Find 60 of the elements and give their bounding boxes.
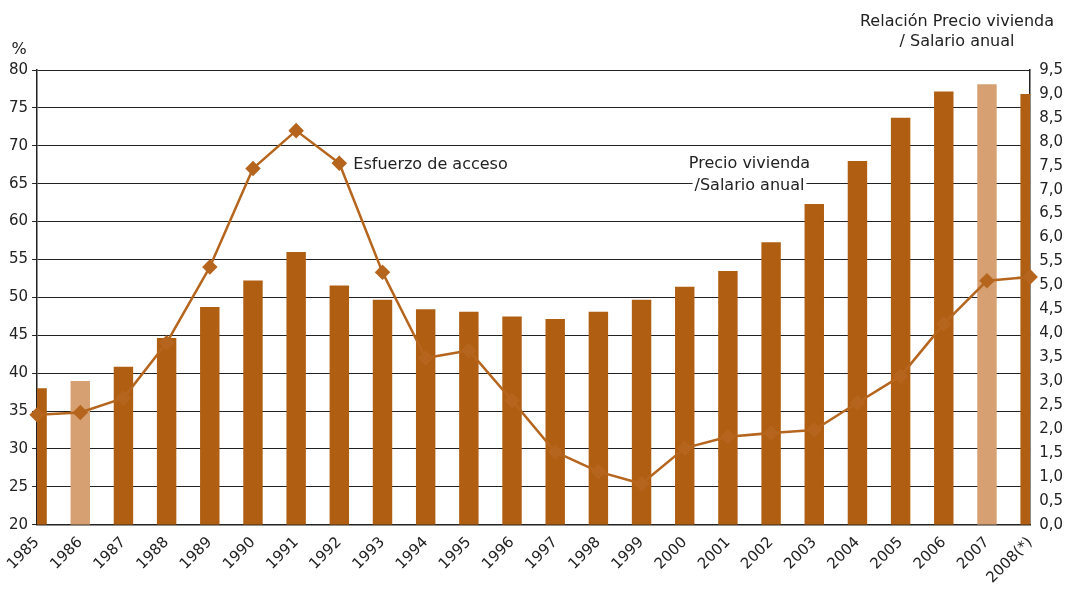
y-tick-label: 65 bbox=[8, 173, 29, 192]
y2-tick-label: 3,0 bbox=[1039, 371, 1063, 389]
y2-tick-label: 4,0 bbox=[1039, 323, 1063, 342]
y2-tick-label: 0,0 bbox=[1039, 514, 1063, 533]
bar bbox=[977, 84, 997, 525]
point bbox=[288, 123, 304, 138]
point bbox=[547, 444, 563, 460]
bar bbox=[70, 381, 90, 525]
y2-tick-label: 8,0 bbox=[1039, 131, 1063, 150]
y2-tick-label: 1,5 bbox=[1039, 442, 1063, 461]
y-tick-label: 30 bbox=[8, 438, 29, 457]
point bbox=[245, 161, 261, 176]
point bbox=[202, 259, 218, 275]
point bbox=[332, 155, 347, 171]
y2-tick-label: 1,0 bbox=[1039, 466, 1063, 485]
y-tick-label: 35 bbox=[8, 400, 29, 419]
series-label: Esfuerzo de acceso bbox=[353, 154, 508, 174]
y-tick-label: 80 bbox=[8, 59, 29, 78]
y2-tick-label: 9,5 bbox=[1039, 59, 1063, 78]
point bbox=[29, 407, 45, 423]
y2-tick-label: 3,5 bbox=[1039, 347, 1063, 366]
y-tick-label: 25 bbox=[8, 476, 29, 495]
y2-tick-label: 7,0 bbox=[1039, 179, 1063, 198]
y-tick-label: 75 bbox=[8, 97, 29, 116]
y-tick-label: 40 bbox=[8, 363, 29, 382]
y-tick-label: 55 bbox=[8, 249, 29, 268]
y2-tick-label: 4,5 bbox=[1039, 299, 1063, 318]
point bbox=[763, 425, 779, 441]
y2-tick-label: 2,5 bbox=[1039, 394, 1063, 413]
y-axis-title: % bbox=[11, 39, 27, 59]
point bbox=[73, 405, 88, 420]
point bbox=[720, 429, 736, 445]
y2-axis-title: Relación Precio vivienda / Salario anual bbox=[859, 11, 1055, 51]
y-tick-label: 50 bbox=[8, 287, 29, 306]
y2-tick-label: 6,5 bbox=[1039, 203, 1063, 222]
y2-tick-label: 2,0 bbox=[1039, 418, 1063, 437]
point bbox=[1022, 269, 1038, 285]
point bbox=[504, 393, 520, 408]
y2-tick-label: 5,5 bbox=[1039, 251, 1063, 270]
y2-tick-label: 8,5 bbox=[1039, 107, 1063, 126]
bar bbox=[329, 285, 350, 525]
y-tick-label: 20 bbox=[8, 514, 29, 533]
y-tick-label: 60 bbox=[8, 211, 29, 230]
bar bbox=[243, 280, 263, 525]
point bbox=[159, 335, 174, 351]
series-label: Precio vivienda /Salario anual bbox=[688, 153, 811, 195]
bar bbox=[286, 251, 306, 525]
point bbox=[936, 316, 952, 332]
y2-tick-label: 5,0 bbox=[1039, 275, 1063, 294]
bar bbox=[200, 306, 220, 525]
bar bbox=[372, 299, 393, 525]
y-tick-label: 70 bbox=[8, 135, 29, 154]
y2-tick-label: 6,0 bbox=[1039, 227, 1063, 246]
y-tick-label: 45 bbox=[8, 325, 29, 344]
y2-tick-label: 0,5 bbox=[1039, 490, 1063, 509]
y2-tick-label: 7,5 bbox=[1039, 155, 1063, 174]
point bbox=[979, 273, 995, 288]
point bbox=[461, 343, 477, 358]
point bbox=[375, 265, 390, 280]
y2-tick-label: 9,0 bbox=[1039, 83, 1063, 102]
